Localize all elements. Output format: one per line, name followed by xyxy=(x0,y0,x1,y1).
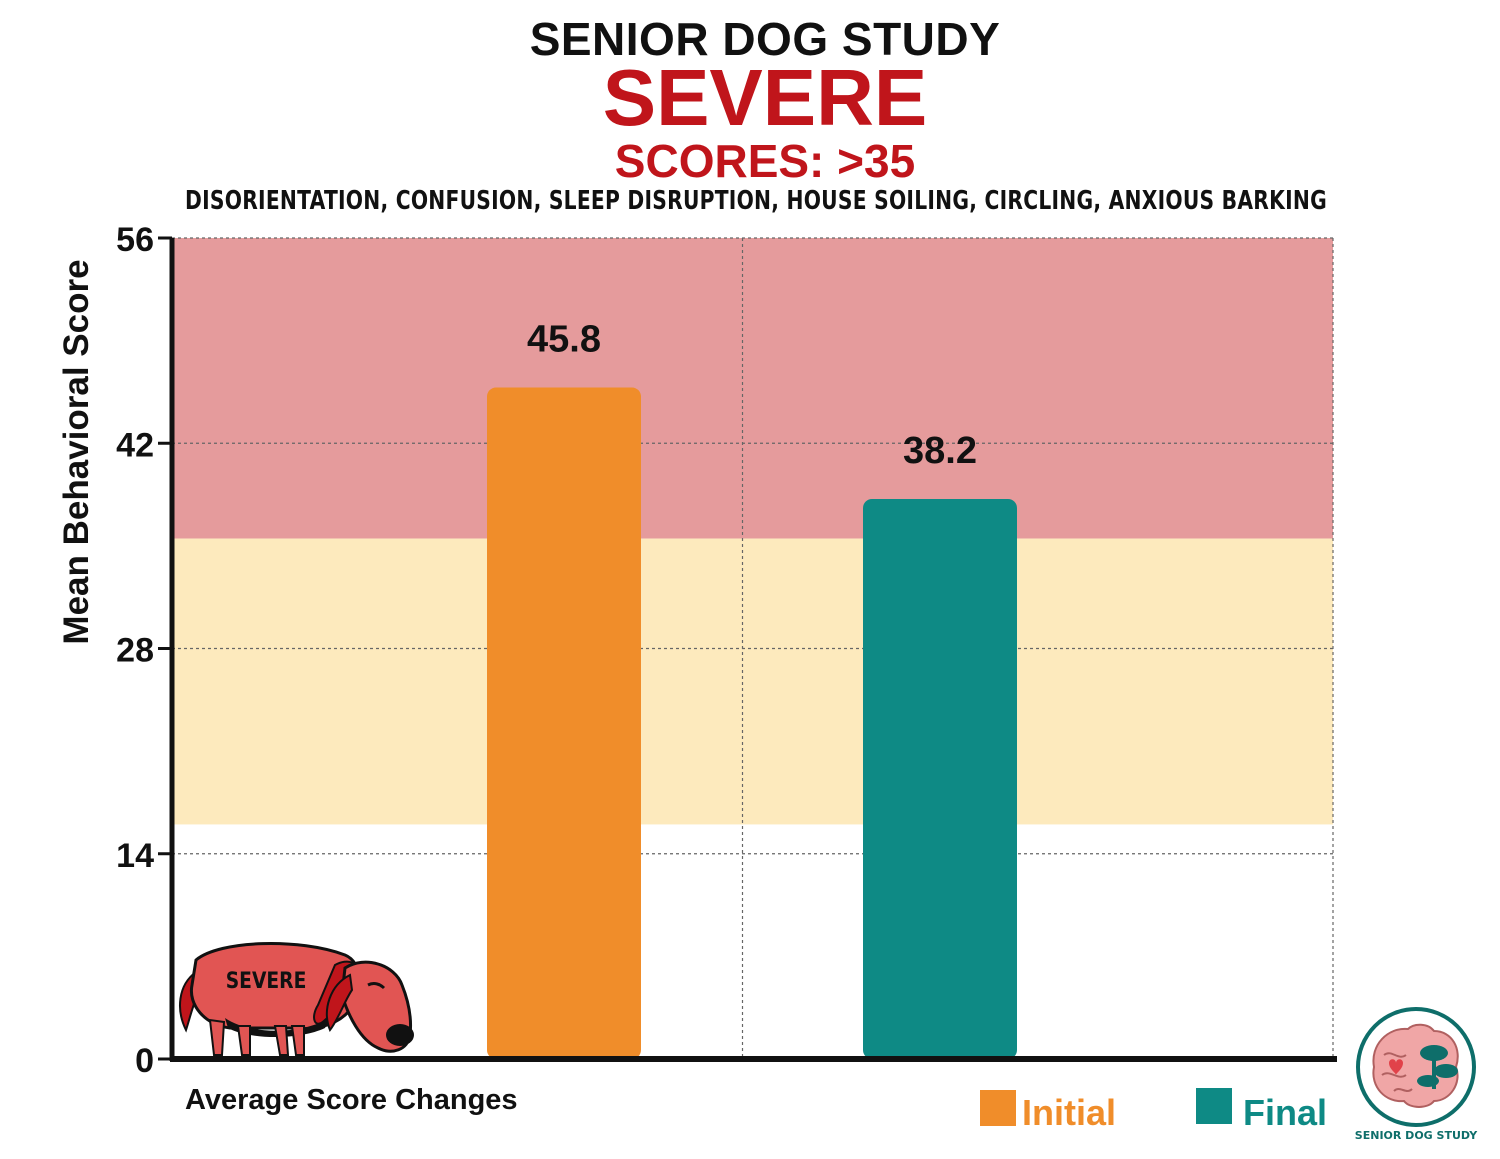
y-tick-label: 56 xyxy=(116,221,154,259)
logo-text: SENIOR DOG STUDY xyxy=(1355,1129,1478,1142)
score-range: SCORES: >35 xyxy=(614,135,916,187)
y-ticks: 0 14 28 42 56 xyxy=(116,221,172,1080)
legend-swatch-final xyxy=(1196,1088,1232,1124)
senior-dog-study-logo: SENIOR DOG STUDY xyxy=(1355,1007,1478,1142)
mushroom-icon xyxy=(1420,1045,1448,1061)
bar-initial xyxy=(487,387,641,1059)
severity-band-1 xyxy=(172,538,1333,825)
y-tick-label: 0 xyxy=(135,1042,154,1080)
legend-label-initial: Initial xyxy=(1022,1092,1117,1133)
bar-final xyxy=(863,498,1017,1060)
dog-leg-front xyxy=(290,1025,305,1056)
dog-illustration: SEVERE xyxy=(179,942,414,1056)
dog-leg-back2 xyxy=(236,1025,251,1056)
chart-title: SENIOR DOG STUDY xyxy=(529,13,1001,65)
x-axis-label: Average Score Changes xyxy=(185,1084,518,1116)
severity-band-0 xyxy=(172,238,1333,539)
heart-icon xyxy=(1389,1059,1403,1075)
data-label-initial: 45.8 xyxy=(527,319,601,361)
severity-heading: SEVERE xyxy=(602,53,928,142)
y-tick-label: 14 xyxy=(116,837,154,875)
dog-nose xyxy=(386,1024,414,1046)
dog-ear xyxy=(325,973,354,1032)
symptoms-list: DISORIENTATION, CONFUSION, SLEEP DISRUPT… xyxy=(185,186,1327,216)
y-tick-label: 28 xyxy=(116,632,154,670)
dog-leg-back xyxy=(208,1018,226,1056)
bar-labels: 45.8 38.2 xyxy=(527,319,977,472)
bars xyxy=(487,387,1017,1060)
gridlines xyxy=(172,237,1334,1059)
y-tick-label: 42 xyxy=(116,426,154,464)
legend-label-final: Final xyxy=(1243,1092,1328,1133)
data-label-final: 38.2 xyxy=(903,430,977,472)
dog-label: SEVERE xyxy=(226,968,307,994)
severity-bands xyxy=(172,238,1333,825)
legend-swatch-initial xyxy=(980,1090,1016,1126)
y-axis-label: Mean Behavioral Score xyxy=(57,259,96,645)
dog-leg-front2 xyxy=(273,1025,290,1056)
dog-eye xyxy=(367,982,386,990)
